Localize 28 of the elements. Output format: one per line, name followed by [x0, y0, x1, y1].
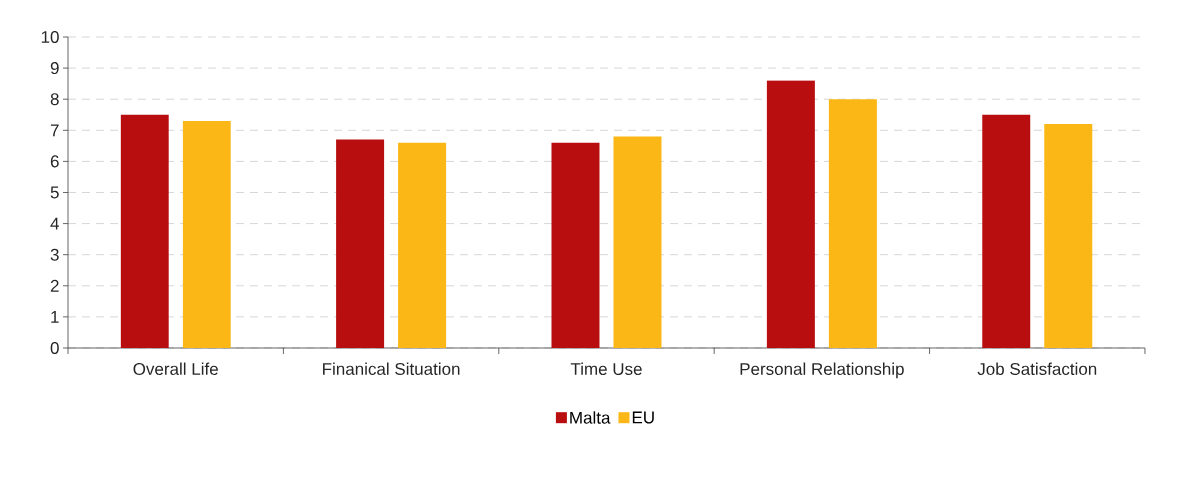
legend-label: EU [632, 411, 654, 424]
bar [120, 114, 169, 348]
x-tick-label: Time Use [570, 362, 642, 376]
y-tick-label: 4 [50, 217, 59, 230]
bar [551, 142, 600, 348]
y-tick-label: 5 [50, 186, 59, 199]
legend-label: Malta [570, 411, 611, 424]
bar [828, 99, 877, 348]
bar [336, 139, 385, 348]
bar [613, 136, 662, 348]
y-tick-label: 6 [50, 155, 59, 168]
y-tick-label: 0 [50, 341, 59, 355]
y-tick-label: 2 [50, 279, 59, 292]
y-tick-label: 9 [50, 62, 59, 75]
y-tick-label: 7 [50, 124, 59, 137]
y-tick-label: 1 [51, 311, 59, 323]
x-tick-label: Personal Relationship [740, 362, 904, 379]
y-tick-label: 8 [50, 93, 59, 106]
bar [398, 142, 447, 348]
x-tick-label: Job Satisfaction [977, 362, 1097, 376]
y-tick-label: 10 [41, 30, 59, 44]
y-tick-label: 3 [50, 248, 59, 261]
bar [766, 80, 815, 348]
x-tick-label: Finanical Situation [323, 362, 460, 376]
x-tick-label: Overall Life [133, 362, 218, 376]
bar [1044, 124, 1093, 348]
bar [182, 120, 231, 348]
bar [982, 114, 1031, 348]
